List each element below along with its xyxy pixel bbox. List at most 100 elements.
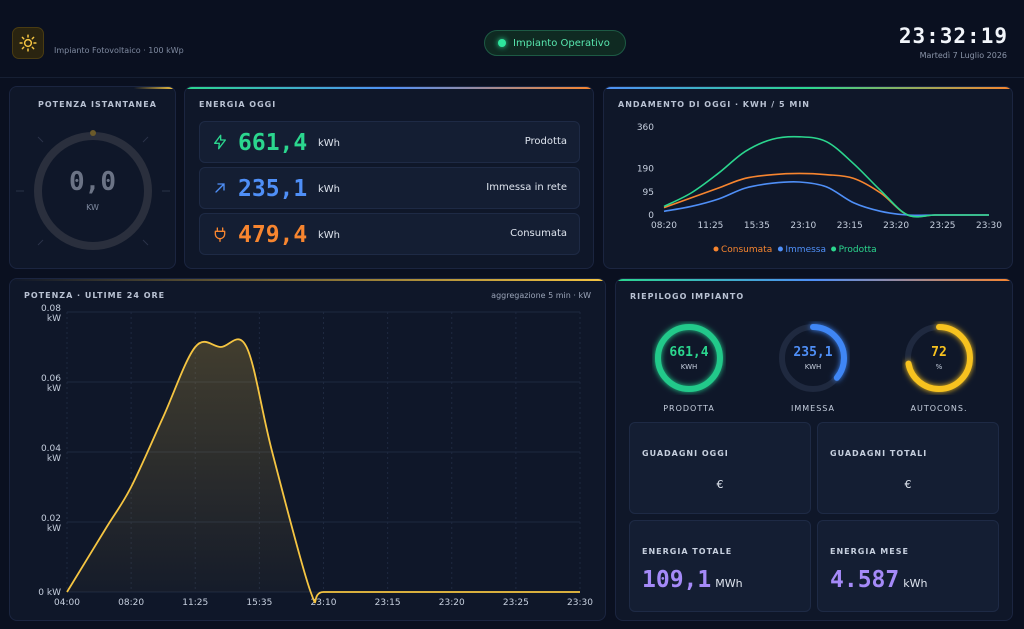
y-tick-unit: kW xyxy=(47,524,61,534)
date-label: Martedì 7 Luglio 2026 xyxy=(919,51,1007,60)
app-logo xyxy=(12,27,44,59)
x-tick-label: 23:25 xyxy=(930,221,956,231)
status-dot-icon xyxy=(498,39,506,47)
bolt-icon xyxy=(214,134,226,150)
ring-value: 72 xyxy=(931,345,947,360)
tile-energia-mese: ENERGIA MESE 4.587 kWh xyxy=(817,520,999,612)
tile-value: € xyxy=(904,478,912,491)
area-fill xyxy=(67,339,580,603)
y-tick-label: 0 kW xyxy=(38,588,61,598)
power-unit: KW xyxy=(86,203,99,212)
ring-label: IMMESSA xyxy=(791,404,835,413)
energy-value: 479,4 xyxy=(238,222,308,248)
plug-icon xyxy=(214,227,226,242)
sun-icon xyxy=(19,34,37,52)
tile-unit: kWh xyxy=(903,577,928,590)
tile-energia-totale: ENERGIA TOTALE 109,1 MWh xyxy=(629,520,811,612)
x-tick-label: 23:30 xyxy=(976,221,1002,231)
series-line-power xyxy=(66,338,580,604)
y-tick-label: 0.06 xyxy=(41,374,61,384)
andamento-card: ANDAMENTO DI OGGI · KWH / 5 MIN 0 95 190 36… xyxy=(603,86,1013,269)
y-tick-unit: kW xyxy=(47,384,61,394)
aggregation-label: aggregazione 5 min · kW xyxy=(491,291,591,300)
energy-unit: kWh xyxy=(318,184,341,195)
ring-prodotta: 661,4 KWH xyxy=(652,321,726,395)
x-tick-label: 23:20 xyxy=(439,598,465,608)
potenza-istantanea-card: POTENZA ISTANTANEA 0,0 KW xyxy=(9,86,176,269)
ring-label: AUTOCONS. xyxy=(910,404,968,413)
x-tick-label: 08:20 xyxy=(651,221,677,231)
ring-value: 235,1 xyxy=(793,345,833,360)
x-tick-label: 23:15 xyxy=(375,598,401,608)
tile-value: € xyxy=(716,478,724,491)
card-title: ANDAMENTO DI OGGI · KWH / 5 MIN xyxy=(618,100,810,109)
legend-label: Prodotta xyxy=(839,245,877,255)
y-tick-unit: kW xyxy=(47,314,61,324)
tile-big-value: 4.587 kWh xyxy=(830,567,927,593)
card-accent xyxy=(604,87,1012,89)
ring-immessa-graphic xyxy=(779,324,847,392)
card-title: ENERGIA OGGI xyxy=(199,100,277,109)
x-tick-label: 11:25 xyxy=(182,598,208,608)
header: Impianto Fotovoltaico · 100 kWp Impianto… xyxy=(0,0,1024,78)
tile-title: ENERGIA MESE xyxy=(830,547,909,556)
card-title: RIEPILOGO IMPIANTO xyxy=(630,292,745,301)
x-tick-label: 23:30 xyxy=(567,598,593,608)
card-title: POTENZA · ULTIME 24 ORE xyxy=(24,291,166,300)
legend-swatch xyxy=(713,246,719,252)
energia-oggi-card: ENERGIA OGGI 661,4 kWh Prodotta 235,1 kW… xyxy=(184,86,594,269)
ring-autoconsumo: 72 % xyxy=(902,321,976,395)
ring-label: PRODOTTA xyxy=(663,404,715,413)
arrow-up-right-icon xyxy=(215,183,225,193)
tile-value: 109,1 xyxy=(642,567,712,593)
x-tick-label: 04:00 xyxy=(54,598,80,608)
card-title: POTENZA ISTANTANEA xyxy=(38,100,157,109)
x-tick-label: 23:10 xyxy=(311,598,337,608)
tile-title: ENERGIA TOTALE xyxy=(642,547,733,556)
status-text: Impianto Operativo xyxy=(513,37,610,49)
energy-value: 661,4 xyxy=(238,130,308,156)
energy-value: 235,1 xyxy=(238,176,308,202)
ring-immessa: 235,1 KWH xyxy=(776,321,850,395)
tile-guadagni-totali: GUADAGNI TOTALI € xyxy=(817,422,999,514)
tile-title: GUADAGNI OGGI xyxy=(642,449,729,458)
y-tick-label: 190 xyxy=(637,165,654,175)
series-line-consumata xyxy=(663,172,989,218)
ring-autoconsumo-graphic xyxy=(905,324,973,392)
riepilogo-card: RIEPILOGO IMPIANTO 661,4 KWH PRODOTTA 23… xyxy=(615,278,1013,621)
energy-label: Prodotta xyxy=(524,136,567,147)
x-tick-label: 23:25 xyxy=(503,598,529,608)
status-badge: Impianto Operativo xyxy=(484,30,626,56)
series-line-immessa xyxy=(663,180,989,217)
energy-row-prodotta: 661,4 kWh Prodotta xyxy=(199,121,580,163)
legend-label: Consumata xyxy=(721,245,772,255)
y-tick-unit: kW xyxy=(47,454,61,464)
x-tick-label: 15:35 xyxy=(744,221,770,231)
x-tick-label: 23:20 xyxy=(883,221,909,231)
card-accent xyxy=(185,87,593,89)
x-tick-label: 23:15 xyxy=(837,221,863,231)
energy-label: Consumata xyxy=(510,228,567,239)
y-tick-label: 0.08 xyxy=(41,304,61,314)
x-tick-label: 23:10 xyxy=(790,221,816,231)
x-tick-label: 08:20 xyxy=(118,598,144,608)
ring-unit: KWH xyxy=(804,363,822,371)
card-accent xyxy=(10,87,175,89)
potenza-24h-card: POTENZA · ULTIME 24 ORE aggregazione 5 m… xyxy=(9,278,606,621)
y-tick-label: 0 xyxy=(648,211,654,221)
y-tick-label: 0.02 xyxy=(41,514,61,524)
card-accent xyxy=(616,279,1012,281)
y-tick-label: 0.04 xyxy=(41,444,61,454)
power-gauge xyxy=(16,130,170,250)
energy-label: Immessa in rete xyxy=(486,182,567,193)
y-tick-label: 95 xyxy=(643,188,654,198)
legend-label: Immessa xyxy=(785,245,826,255)
ring-value: 661,4 xyxy=(669,345,709,360)
energy-row-consumata: 479,4 kWh Consumata xyxy=(199,213,580,255)
plant-subtitle: Impianto Fotovoltaico · 100 kWp xyxy=(54,46,184,55)
tile-title: GUADAGNI TOTALI xyxy=(830,449,928,458)
tile-value: 4.587 xyxy=(830,567,900,593)
y-tick-label: 360 xyxy=(637,123,654,133)
tile-guadagni-oggi: GUADAGNI OGGI € xyxy=(629,422,811,514)
